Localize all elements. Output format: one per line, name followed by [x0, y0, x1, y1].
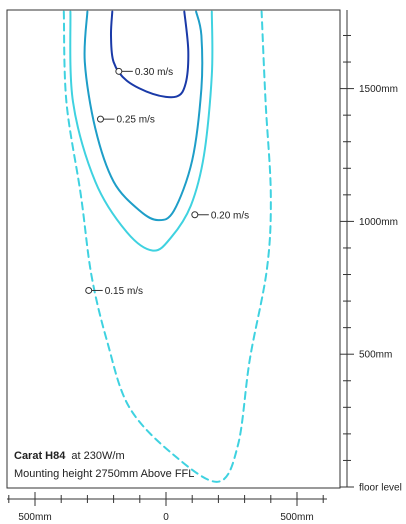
- y-tick-label: 500mm: [359, 350, 392, 361]
- y-axis: floor level 500mm 1000mm 1500mm: [340, 10, 402, 494]
- plot-frame: [6, 9, 341, 489]
- fixture-name-line: Carat H84 at 230W/m: [14, 450, 125, 462]
- label-0-25-m-s: 0.25 m/s: [117, 115, 155, 126]
- contour-lines: [62, 10, 272, 483]
- fixture-name: Carat H84: [14, 450, 66, 462]
- label-0-15-m-s: 0.15 m/s: [105, 286, 143, 297]
- x-axis: 500mm 0 500mm: [7, 492, 327, 523]
- contour-0-25-m-s: [83, 10, 204, 222]
- x-tick-label: 500mm: [18, 512, 51, 523]
- marker-0-25-m-s: [97, 115, 104, 123]
- fixture-note: Carat H84 at 230W/m Mounting height 2750…: [14, 450, 194, 480]
- y-tick-label: floor level: [359, 483, 402, 494]
- contour-markers: 0.30 m/s 0.25 m/s 0.20 m/s 0.15 m/s: [85, 67, 249, 297]
- label-0-30-m-s: 0.30 m/s: [135, 67, 173, 78]
- fixture-mounting: Mounting height 2750mm Above FFL: [14, 468, 194, 480]
- fixture-power: at 230W/m: [71, 450, 124, 462]
- label-0-20-m-s: 0.20 m/s: [211, 210, 249, 221]
- contour-0-15-m-s: [62, 10, 272, 483]
- contour-0-30-m-s: [109, 10, 190, 99]
- y-tick-label: 1000mm: [359, 217, 398, 228]
- marker-0-20-m-s: [191, 211, 199, 219]
- x-tick-label: 0: [163, 512, 169, 523]
- marker-0-30-m-s: [115, 67, 123, 75]
- x-tick-label: 500mm: [280, 512, 313, 523]
- contour-0-20-m-s: [69, 10, 214, 252]
- y-tick-label: 1500mm: [359, 84, 398, 95]
- marker-0-15-m-s: [85, 286, 93, 294]
